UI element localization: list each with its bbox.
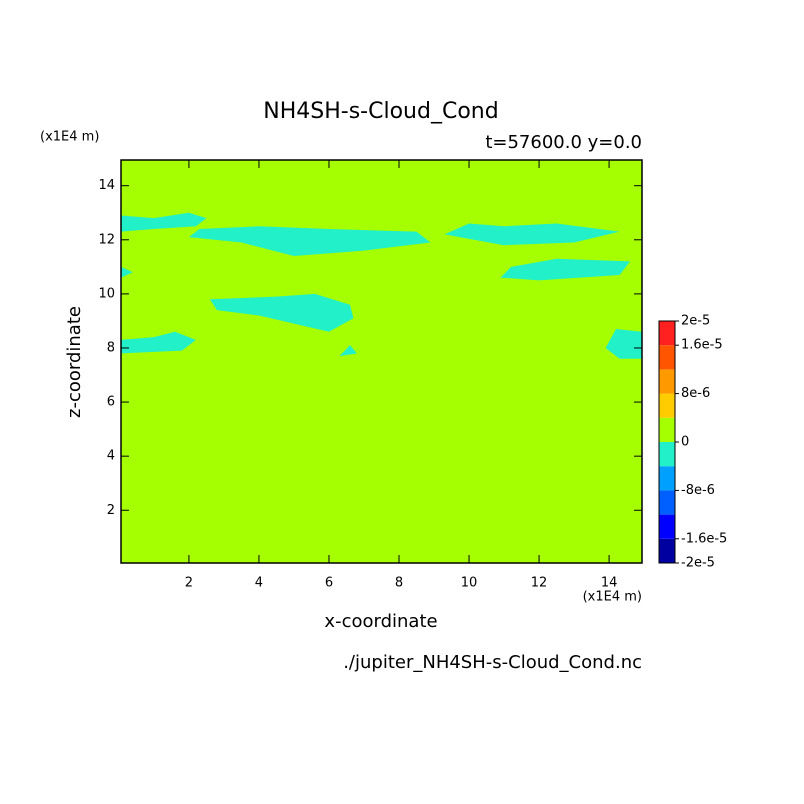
colorbar-segment — [659, 442, 675, 467]
y-tick-label: 6 — [107, 395, 115, 410]
colorbar-tick-label: 1.6e-5 — [681, 338, 723, 353]
contour-region — [121, 331, 196, 354]
x-tick-label: 6 — [325, 576, 333, 591]
contour-region — [500, 258, 631, 281]
x-axis-label: x-coordinate — [324, 611, 437, 632]
y-tick-label: 10 — [98, 286, 115, 301]
colorbar-segment — [659, 369, 675, 394]
colorbar-segment — [659, 321, 675, 346]
contour-region — [188, 226, 431, 257]
colorbar-segment — [659, 345, 675, 370]
colorbar-tick-label: 8e-6 — [681, 386, 710, 401]
colorbar-segment — [659, 417, 675, 442]
colorbar-segment — [659, 514, 675, 539]
colorbar-segment — [659, 393, 675, 418]
x-tick-label: 8 — [395, 576, 403, 591]
contour-region — [121, 266, 133, 278]
x-unit: (x1E4 m) — [583, 590, 642, 605]
colorbar-segment — [659, 538, 675, 563]
colorbar-segment — [659, 466, 675, 491]
y-tick-label: 2 — [107, 503, 115, 518]
y-tick-label: 8 — [107, 340, 115, 355]
chart-title: NH4SH-s-Cloud_Cond — [263, 99, 498, 124]
x-tick-label: 2 — [185, 576, 193, 591]
y-tick-label: 14 — [98, 178, 115, 193]
colorbar-tick-label: -2e-5 — [681, 556, 715, 571]
contour-region — [444, 223, 620, 246]
x-tick-label: 4 — [255, 576, 263, 591]
colorbar-tick-label: -8e-6 — [681, 483, 715, 498]
colorbar-tick-label: 0 — [681, 435, 689, 450]
contour-region — [605, 329, 642, 359]
y-unit: (x1E4 m) — [40, 130, 99, 145]
contour-region — [209, 293, 354, 332]
y-tick-label: 4 — [107, 449, 115, 464]
x-tick-label: 14 — [601, 576, 618, 591]
footer: ./jupiter_NH4SH-s-Cloud_Cond.nc — [343, 652, 642, 673]
contour-region — [121, 212, 207, 232]
y-tick-label: 12 — [98, 232, 115, 247]
colorbar-segment — [659, 490, 675, 515]
colorbar-tick-label: -1.6e-5 — [681, 531, 727, 546]
chart-subtitle: t=57600.0 y=0.0 — [485, 132, 642, 153]
x-tick-label: 12 — [531, 576, 548, 591]
y-axis-label: z-coordinate — [64, 306, 85, 418]
plot-frame — [120, 159, 643, 564]
x-tick-label: 10 — [461, 576, 478, 591]
contour-region — [339, 345, 357, 357]
colorbar-tick-label: 2e-5 — [681, 314, 710, 329]
